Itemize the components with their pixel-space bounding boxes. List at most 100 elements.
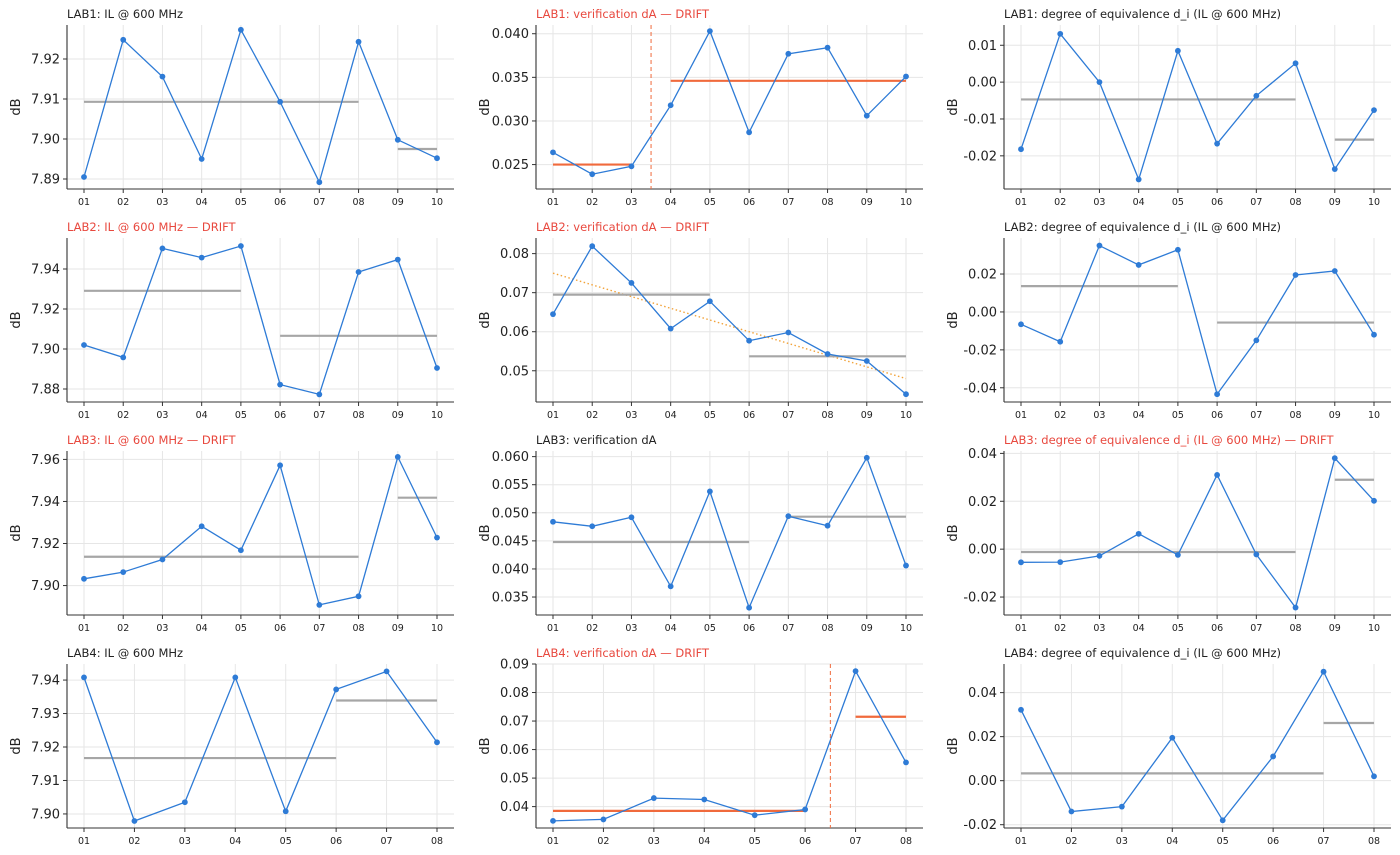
x-tick-label: 01 [547,410,559,421]
x-tick-label: 05 [704,197,716,208]
x-tick-label: 03 [156,623,168,634]
x-tick-label: 05 [1172,623,1184,634]
data-point [181,799,188,806]
x-tick-label: 04 [196,623,208,634]
data-point [1331,166,1338,172]
data-point [434,365,440,371]
x-tick-label: 08 [431,836,443,847]
series-line [83,455,438,606]
x-tick-label: 03 [625,623,637,634]
data-point [159,245,166,252]
y-tick-label: 0.05 [500,364,529,379]
y-tick-label: 0.02 [968,730,997,745]
x-tick-label: 09 [392,623,404,634]
x-tick-label: 04 [1133,410,1145,421]
x-tick-label: 01 [78,836,90,847]
data-point [628,280,635,286]
data-point [81,575,87,582]
x-tick-label: 07 [313,623,325,634]
data-point [1371,497,1377,504]
data-point [1253,337,1260,344]
subplot-3: LAB1: degree of equivalence d_i (IL @ 60… [946,7,1391,208]
data-point [237,26,244,33]
x-tick-label: 09 [392,410,404,421]
y-tick-label: -0.04 [963,381,997,396]
data-point [706,488,713,495]
y-tick-label: 7.91 [31,93,60,108]
data-point [355,269,362,275]
data-point [1214,391,1221,398]
x-tick-label: 03 [648,836,660,847]
x-tick-label: 07 [1250,410,1262,421]
x-tick-label: 10 [1368,197,1380,208]
y-tick-label: 0.01 [968,39,997,54]
y-axis-label: dB [478,524,493,541]
x-tick-label: 01 [1015,623,1027,634]
subplot-title: LAB3: degree of equivalence d_i (IL @ 60… [1004,433,1334,447]
x-tick-label: 02 [597,836,609,847]
series-line [552,456,907,610]
x-tick-label: 01 [547,197,559,208]
x-tick-label: 06 [743,623,755,634]
data-point [863,358,870,364]
x-tick-label: 01 [547,836,559,847]
y-tick-label: 7.96 [31,453,60,468]
data-point [1331,455,1338,462]
data-point [1018,146,1024,153]
data-point [198,523,205,530]
x-tick-label: 10 [900,197,912,208]
x-tick-label: 04 [698,836,710,847]
data-point [316,602,323,608]
y-axis-label: dB [9,737,24,754]
y-tick-label: 7.94 [31,674,60,689]
subplot-9: LAB3: degree of equivalence d_i (IL @ 60… [946,433,1391,634]
data-point [198,156,205,162]
data-point [1068,808,1075,815]
data-point [589,523,596,530]
y-tick-label: 0.02 [968,495,997,510]
data-point [785,50,792,57]
series-line [1020,244,1375,396]
x-tick-label: 09 [1329,623,1341,634]
subplot-8: LAB3: verification dA 0.035 0.040 0.045 0.05… [478,433,923,634]
x-tick-label: 02 [1054,410,1066,421]
x-tick-label: 08 [822,197,834,208]
data-point [1331,268,1338,274]
x-tick-label: 09 [861,410,873,421]
data-point [903,562,909,569]
data-point [550,149,556,156]
x-tick-label: 10 [431,410,443,421]
y-tick-label: 0.04 [500,800,529,815]
x-tick-label: 01 [547,623,559,634]
subplot-5: LAB2: verification dA — DRIFT 0.05 0.06 0.0… [478,220,923,421]
data-point [1371,107,1377,114]
subplot-title: LAB2: verification dA — DRIFT [536,220,710,234]
x-tick-label: 08 [1290,197,1302,208]
y-tick-label: 0.04 [968,686,997,701]
subplot-1: LAB1: IL @ 600 MHz 7.89 7.90 7.91 7.92 01 02 03… [9,7,454,208]
subplot-title: LAB4: IL @ 600 MHz [67,646,183,660]
data-point [1219,817,1226,824]
data-point [667,325,674,332]
x-tick-label: 06 [274,623,286,634]
x-tick-label: 02 [128,836,140,847]
series-line [552,245,907,395]
x-tick-label: 01 [78,197,90,208]
data-point [706,28,713,35]
y-tick-label: -0.02 [963,343,997,358]
data-point [383,668,390,675]
data-point [701,796,708,803]
data-point [1018,706,1024,713]
data-point [434,739,440,746]
x-tick-label: 06 [1211,623,1223,634]
data-point [232,674,239,681]
data-point [1174,552,1181,558]
x-tick-label: 01 [1015,410,1027,421]
x-tick-label: 07 [313,410,325,421]
subplot-11: LAB4: verification dA — DRIFT 0.04 0.05 0.0… [478,646,923,847]
data-point [394,256,401,263]
x-tick-label: 04 [665,410,677,421]
x-tick-label: 05 [280,836,292,847]
data-point [1292,604,1299,611]
y-tick-label: 0.045 [492,534,529,549]
